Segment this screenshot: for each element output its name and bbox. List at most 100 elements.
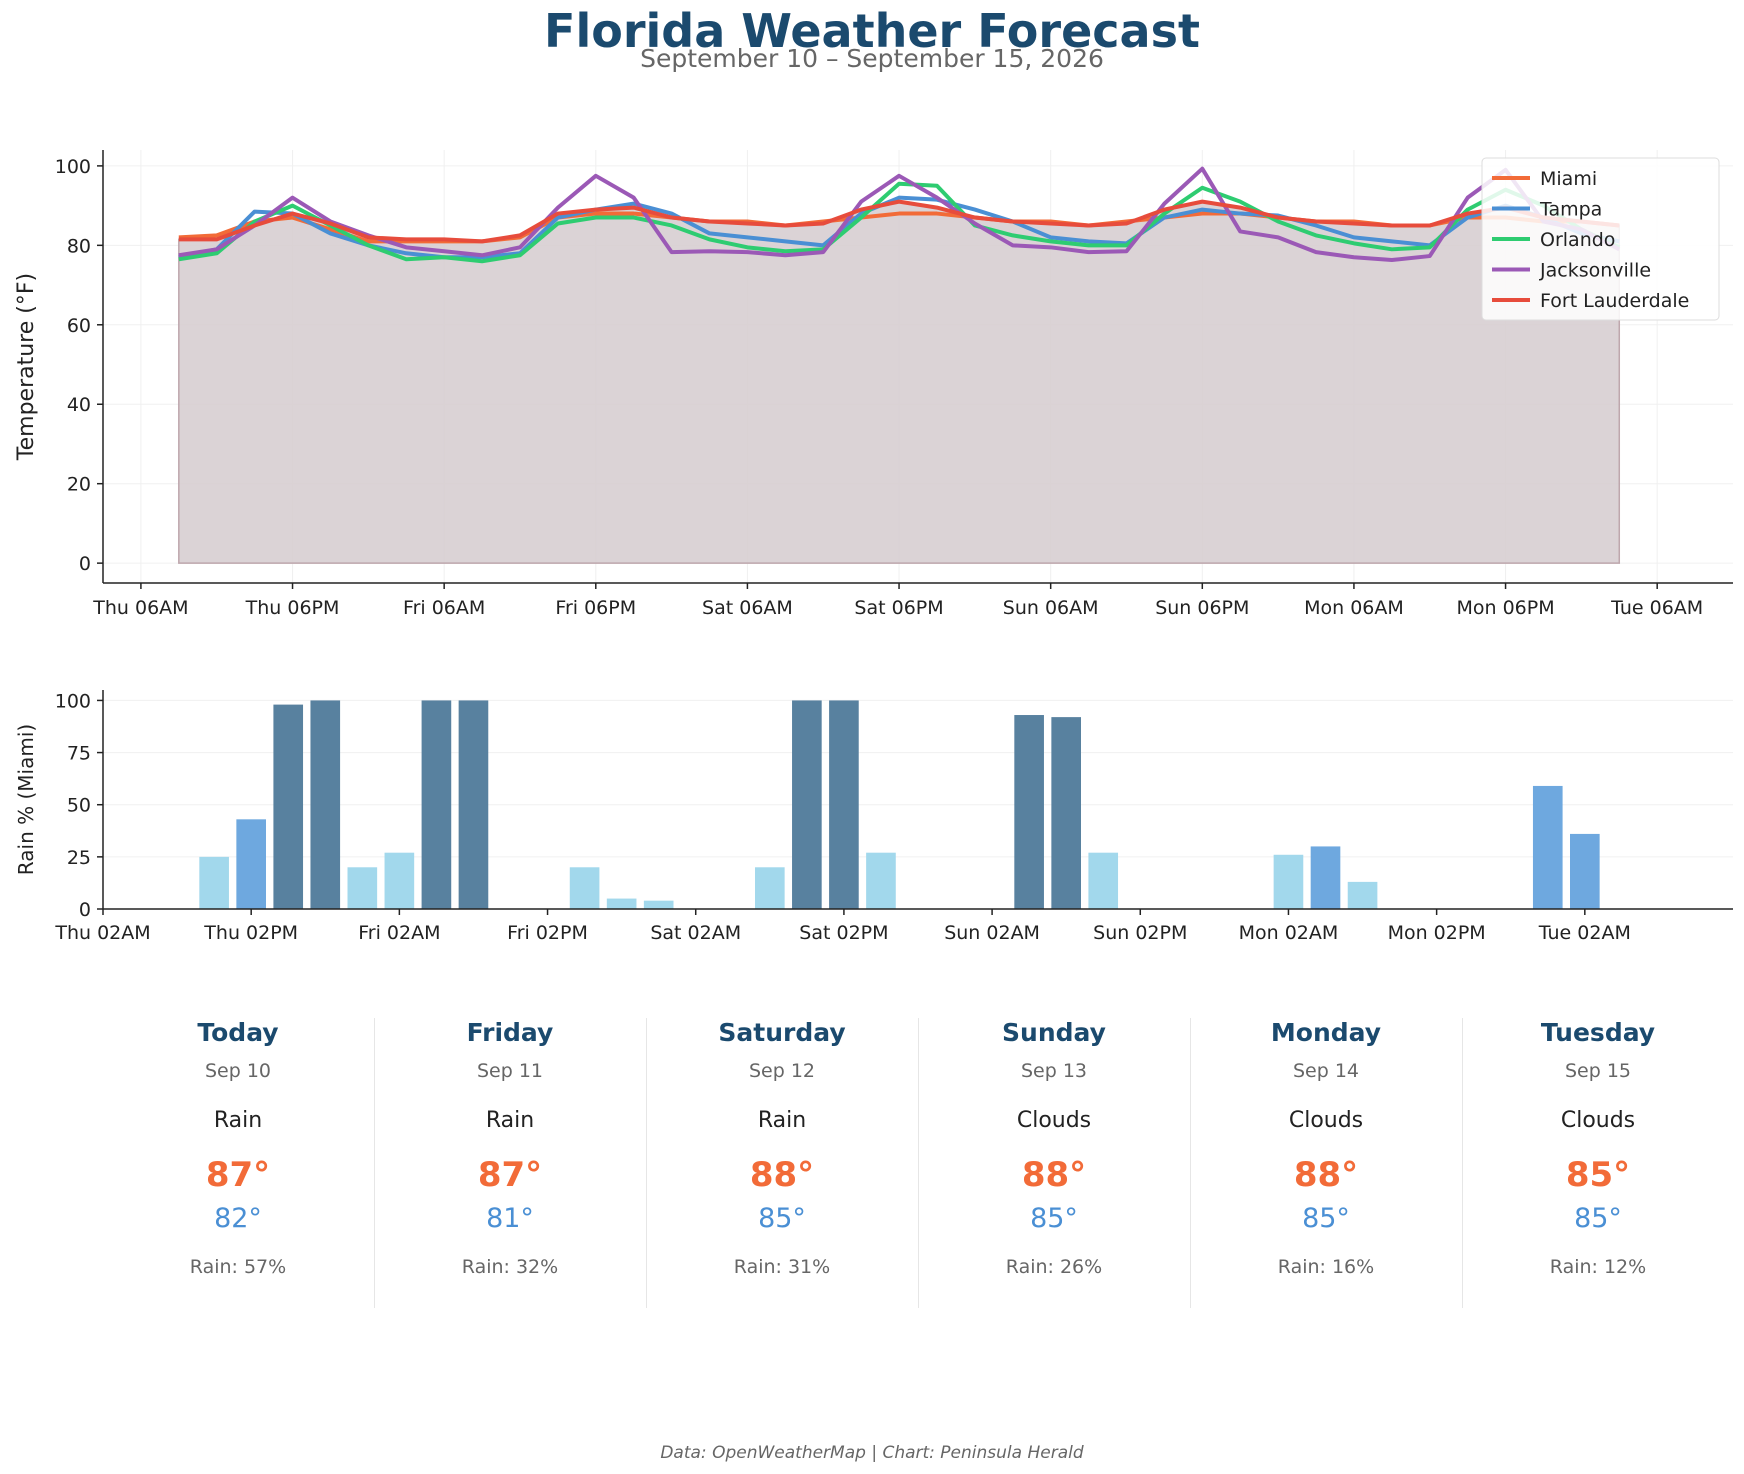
rain-bar	[1051, 717, 1081, 909]
x-tick-label: Thu 06AM	[92, 597, 188, 619]
rain-bar	[1273, 854, 1304, 909]
y-tick-label: 60	[67, 315, 91, 337]
source-credit: Data: OpenWeatherMap | Chart: Peninsula …	[660, 1443, 1084, 1463]
x-tick-label: Thu 06PM	[245, 597, 340, 619]
x-tick-label: Thu 02PM	[203, 922, 298, 944]
day-card: Friday Sep 11 Rain 87° 81° Rain: 32%	[374, 1018, 646, 1278]
day-condition: Clouds	[1560, 1108, 1636, 1133]
x-tick-label: Sat 06PM	[854, 597, 943, 619]
day-high-temp: 85°	[1565, 1155, 1631, 1195]
x-tick-label: Sun 06AM	[1003, 597, 1099, 619]
day-low-temp: 85°	[1030, 1203, 1078, 1234]
rain-bar	[236, 819, 266, 909]
rain-bar	[1088, 852, 1119, 909]
page-subtitle: September 10 – September 15, 2026	[640, 44, 1104, 73]
day-low-temp: 85°	[1574, 1203, 1622, 1234]
series-line-orlando	[178, 181, 1621, 264]
rain-bar	[1570, 833, 1600, 909]
day-rain-chance: Rain: 57%	[189, 1256, 287, 1278]
day-high-temp: 87°	[477, 1155, 543, 1195]
rain-bar	[792, 700, 822, 909]
day-card: Saturday Sep 12 Rain 88° 85° Rain: 31%	[646, 1018, 918, 1278]
day-high-temp: 88°	[1293, 1155, 1359, 1195]
x-tick-label: Mon 06AM	[1304, 597, 1404, 619]
day-date: Sep 14	[1292, 1060, 1360, 1082]
x-tick-label: Mon 02AM	[1239, 922, 1339, 944]
day-name: Friday	[466, 1018, 554, 1047]
day-date: Sep 15	[1564, 1060, 1632, 1082]
y-tick-label: 75	[67, 743, 91, 765]
x-tick-label: Fri 02AM	[358, 922, 440, 944]
x-tick-label: Sat 02PM	[799, 922, 888, 944]
rain-bar	[569, 867, 600, 909]
y-tick-label: 100	[55, 156, 91, 178]
day-date: Sep 12	[748, 1060, 816, 1082]
day-date: Sep 11	[476, 1060, 544, 1082]
y-tick-label: 80	[67, 235, 91, 257]
day-high-temp: 87°	[205, 1155, 271, 1195]
day-condition: Rain	[485, 1108, 535, 1133]
rain-bar	[1014, 715, 1044, 909]
y-tick-label: 20	[67, 474, 91, 496]
day-condition: Clouds	[1288, 1108, 1364, 1133]
legend-label: Tampa	[1539, 199, 1602, 221]
day-rain-chance: Rain: 12%	[1549, 1256, 1647, 1278]
day-condition: Clouds	[1016, 1108, 1092, 1133]
series-line-tampa	[178, 195, 1620, 260]
x-tick-label: Sun 06PM	[1155, 597, 1249, 619]
rain-bar	[829, 700, 859, 909]
day-name: Today	[197, 1018, 279, 1047]
legend-label: Fort Lauderdale	[1540, 290, 1689, 312]
divider	[1462, 1018, 1463, 1308]
y-tick-label: 0	[79, 553, 91, 575]
y-tick-label: 50	[67, 795, 91, 817]
x-tick-label: Mon 02PM	[1388, 922, 1486, 944]
x-tick-label: Sun 02PM	[1093, 922, 1187, 944]
day-name: Monday	[1270, 1018, 1382, 1047]
rain-bar	[310, 700, 341, 909]
y-tick-label: 100	[55, 690, 91, 712]
day-rain-chance: Rain: 31%	[733, 1256, 831, 1278]
legend-box	[1481, 157, 1720, 321]
x-tick-label: Sat 06AM	[702, 597, 793, 619]
x-tick-label: Sun 02AM	[944, 922, 1040, 944]
day-high-temp: 88°	[749, 1155, 815, 1195]
divider	[374, 1018, 375, 1308]
rain-bar	[458, 700, 489, 909]
rain-bar	[1532, 785, 1563, 909]
page-title: Florida Weather Forecast	[544, 4, 1200, 58]
x-tick-label: Fri 06PM	[555, 597, 636, 619]
rain-bar	[1310, 846, 1341, 909]
rain-bar	[384, 852, 415, 909]
legend-label: Jacksonville	[1539, 260, 1651, 282]
x-tick-label: Thu 02AM	[54, 922, 150, 944]
day-low-temp: 85°	[1302, 1203, 1350, 1234]
day-high-temp: 88°	[1021, 1155, 1087, 1195]
day-date: Sep 13	[1020, 1060, 1088, 1082]
day-rain-chance: Rain: 32%	[461, 1256, 559, 1278]
rain-bar	[606, 898, 637, 909]
rain-bar	[643, 900, 674, 909]
day-date: Sep 10	[204, 1060, 272, 1082]
day-name: Saturday	[718, 1018, 846, 1047]
y-axis-label: Rain % (Miami)	[14, 724, 38, 875]
y-tick-label: 0	[79, 899, 91, 921]
x-tick-label: Fri 06AM	[403, 597, 485, 619]
day-low-temp: 82°	[214, 1203, 262, 1234]
legend-label: Orlando	[1540, 229, 1615, 251]
day-card: Tuesday Sep 15 Clouds 85° 85° Rain: 12%	[1462, 1018, 1734, 1278]
rain-bar	[421, 700, 452, 909]
x-tick-label: Tue 06AM	[1610, 597, 1703, 619]
day-low-temp: 85°	[758, 1203, 806, 1234]
day-condition: Rain	[213, 1108, 263, 1133]
temperature-chart: 0 20 40 60 80 100 Thu 06AM Thu 06PM Fri 06AM Fri …	[14, 150, 1733, 619]
rain-bar	[347, 867, 378, 909]
rain-chart: 0 25 50 75 100 Thu 02AM Thu 02PM Fri 02AM Fri 02…	[14, 690, 1733, 944]
x-tick-label: Mon 06PM	[1456, 597, 1554, 619]
day-condition: Rain	[757, 1108, 807, 1133]
x-tick-label: Sat 02AM	[650, 922, 741, 944]
y-tick-label: 40	[67, 394, 91, 416]
rain-bar	[1347, 881, 1378, 909]
rain-bar	[755, 867, 785, 909]
day-card: Sunday Sep 13 Clouds 88° 85° Rain: 26%	[918, 1018, 1190, 1278]
